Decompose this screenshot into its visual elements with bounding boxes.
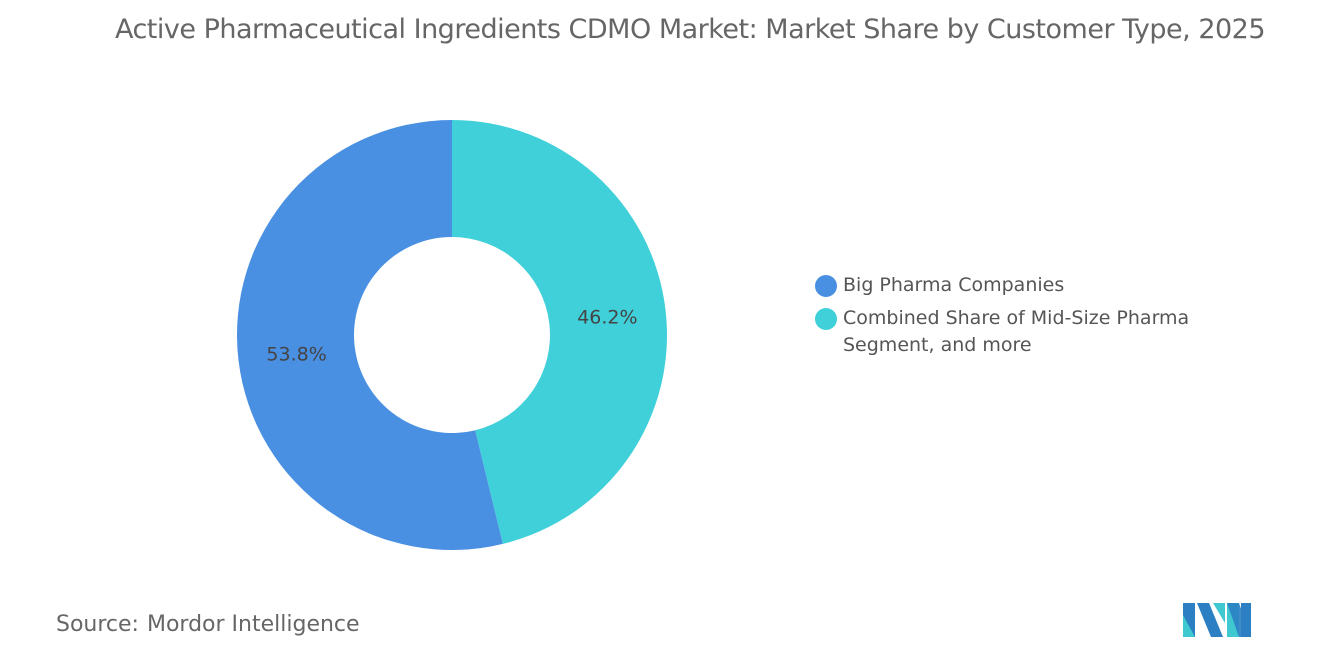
legend-item-mid-size[interactable]: Combined Share of Mid-Size Pharma Segmen… <box>815 305 1235 359</box>
source-label: Source: <box>56 612 139 637</box>
source-note: Source: Mordor Intelligence <box>56 612 360 637</box>
legend-swatch <box>815 275 837 297</box>
donut-slice-1[interactable] <box>452 120 667 544</box>
data-label-1: 46.2% <box>577 306 637 328</box>
legend-item-big-pharma[interactable]: Big Pharma Companies <box>815 272 1235 299</box>
source-value: Mordor Intelligence <box>146 612 360 637</box>
legend-swatch <box>815 308 837 330</box>
chart-title: Active Pharmaceutical Ingredients CDMO M… <box>114 14 1266 45</box>
legend-label: Combined Share of Mid-Size Pharma Segmen… <box>843 307 1190 356</box>
mordor-logo-icon <box>1183 603 1251 637</box>
legend: Big Pharma Companies Combined Share of M… <box>815 272 1235 365</box>
donut-slice-0[interactable] <box>237 120 503 550</box>
legend-label: Big Pharma Companies <box>843 274 1065 296</box>
data-label-0: 53.8% <box>266 344 326 366</box>
